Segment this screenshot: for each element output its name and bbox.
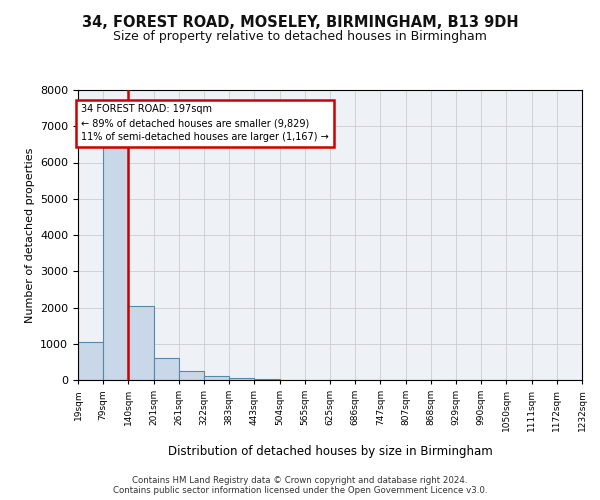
X-axis label: Distribution of detached houses by size in Birmingham: Distribution of detached houses by size …: [167, 445, 493, 458]
Text: 34 FOREST ROAD: 197sqm
← 89% of detached houses are smaller (9,829)
11% of semi-: 34 FOREST ROAD: 197sqm ← 89% of detached…: [81, 104, 329, 142]
Bar: [78, 342, 103, 380]
Bar: [204, 376, 229, 380]
Bar: [254, 379, 280, 380]
Y-axis label: Number of detached properties: Number of detached properties: [25, 148, 35, 322]
Text: 34, FOREST ROAD, MOSELEY, BIRMINGHAM, B13 9DH: 34, FOREST ROAD, MOSELEY, BIRMINGHAM, B1…: [82, 15, 518, 30]
Bar: [154, 358, 179, 380]
Bar: [128, 306, 154, 380]
Text: Contains public sector information licensed under the Open Government Licence v3: Contains public sector information licen…: [113, 486, 487, 495]
Bar: [179, 371, 204, 380]
Text: Contains HM Land Registry data © Crown copyright and database right 2024.: Contains HM Land Registry data © Crown c…: [132, 476, 468, 485]
Bar: [103, 142, 128, 380]
Text: Size of property relative to detached houses in Birmingham: Size of property relative to detached ho…: [113, 30, 487, 43]
Bar: [229, 378, 254, 380]
